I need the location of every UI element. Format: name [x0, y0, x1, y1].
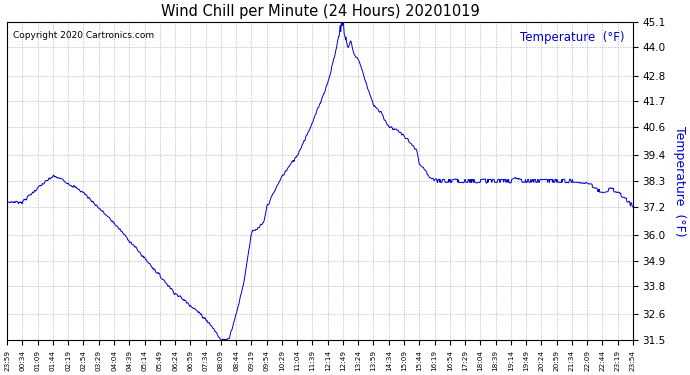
Title: Wind Chill per Minute (24 Hours) 20201019: Wind Chill per Minute (24 Hours) 2020101…	[161, 4, 480, 19]
Text: Copyright 2020 Cartronics.com: Copyright 2020 Cartronics.com	[13, 31, 155, 40]
Text: Temperature  (°F): Temperature (°F)	[520, 31, 624, 44]
Y-axis label: Temperature  (°F): Temperature (°F)	[673, 126, 686, 236]
